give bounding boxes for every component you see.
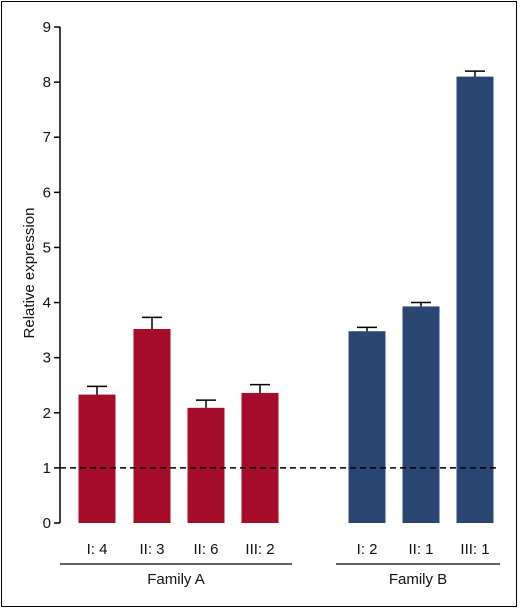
group-label: Family B: [389, 571, 447, 588]
x-tick-label: II: 1: [408, 541, 433, 558]
y-tick-label: 3: [43, 350, 51, 367]
group-label: Family A: [147, 571, 205, 588]
x-tick-label: III: 2: [245, 541, 274, 558]
y-tick-label: 6: [43, 184, 51, 201]
bar: [402, 306, 440, 523]
y-tick-label: 0: [43, 515, 51, 532]
bars: [78, 70, 494, 523]
y-axis-title: Relative expression: [21, 208, 38, 339]
y-axis: 0 1 2 3 4 5 6 7 8 9: [43, 19, 61, 532]
x-tick-label: II: 3: [139, 541, 164, 558]
bar: [133, 329, 171, 523]
y-tick-label: 8: [43, 74, 51, 91]
y-tick-label: 1: [43, 460, 51, 477]
y-tick-label: 4: [43, 295, 51, 312]
x-tick-label: III: 1: [460, 541, 489, 558]
bar: [78, 394, 116, 523]
x-axis-labels: I: 4 II: 3 II: 6 III: 2 Family A I: 2 II: 1 III…: [60, 541, 500, 588]
y-tick-label: 9: [43, 19, 51, 36]
bar: [241, 392, 279, 523]
y-tick-label: 7: [43, 129, 51, 146]
x-tick-label: I: 4: [87, 541, 108, 558]
x-tick-label: I: 2: [357, 541, 378, 558]
bar: [348, 331, 386, 523]
y-tick-label: 5: [43, 239, 51, 256]
x-tick-label: II: 6: [193, 541, 218, 558]
bar: [456, 76, 494, 523]
y-tick-label: 2: [43, 405, 51, 422]
bar: [187, 407, 225, 523]
